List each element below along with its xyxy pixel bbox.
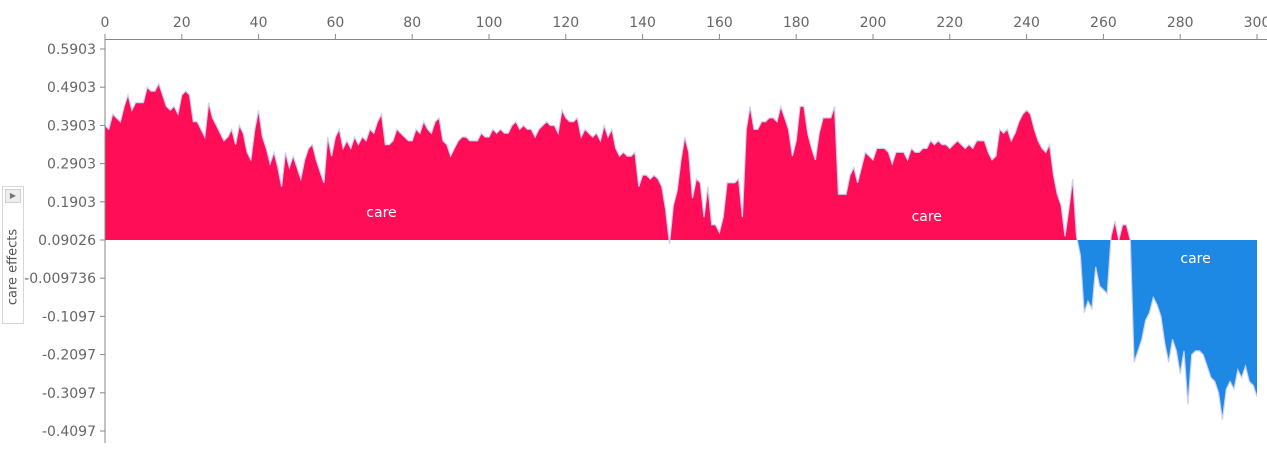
y-tick-label: 0.3903 [47, 118, 96, 134]
x-tick-label: 220 [936, 15, 963, 31]
x-tick-label: 240 [1013, 15, 1040, 31]
y-tick-label: -0.3097 [42, 386, 96, 402]
x-tick-label: 140 [629, 15, 656, 31]
area-labels: care care care [366, 205, 1210, 267]
x-tick-label: 100 [476, 15, 503, 31]
x-axis: 0 20 40 60 80 100 120 140 160 180 200 220 240 260 280 3… [101, 15, 1267, 40]
y-axis-label-selector[interactable]: ▶ care effects [2, 186, 24, 324]
y-tick-label: -0.4097 [42, 424, 96, 440]
effect-outline-line [104, 81, 1258, 420]
area-label: care [366, 205, 396, 221]
y-tick-label: 0.1903 [47, 195, 96, 211]
y-axis: 0.5903 0.4903 0.3903 0.2903 0.1903 0.09026 -0.… [24, 39, 106, 443]
x-tick-label: 20 [173, 15, 191, 31]
y-axis-label: care effects [5, 228, 21, 306]
y-tick-label: 0.5903 [47, 42, 96, 58]
y-tick-label: -0.2097 [42, 348, 96, 364]
y-tick-label: 0.4903 [47, 80, 96, 96]
x-tick-label: 180 [783, 15, 810, 31]
area-label: care [1180, 251, 1210, 267]
x-tick-label: 280 [1167, 15, 1194, 31]
y-tick-label: 0.2903 [47, 157, 96, 173]
x-tick-label: 80 [403, 15, 421, 31]
x-tick-label: 120 [552, 15, 579, 31]
x-tick-label: 0 [101, 15, 110, 31]
x-tick-label: 260 [1090, 15, 1117, 31]
y-tick-label: 0.09026 [38, 233, 96, 249]
area-label: care [912, 209, 942, 225]
negative-effect-area [105, 240, 1257, 420]
x-tick-label: 40 [250, 15, 268, 31]
effect-areas [105, 83, 1257, 420]
y-tick-label: -0.1097 [42, 309, 96, 325]
effect-outline [104, 81, 1258, 420]
expand-arrow-icon[interactable]: ▶ [5, 189, 21, 203]
y-tick-label: -0.009736 [24, 271, 96, 287]
x-tick-label: 60 [326, 15, 344, 31]
x-tick-label: 200 [860, 15, 887, 31]
x-tick-label: 300 [1244, 15, 1267, 31]
x-tick-label: 160 [706, 15, 733, 31]
